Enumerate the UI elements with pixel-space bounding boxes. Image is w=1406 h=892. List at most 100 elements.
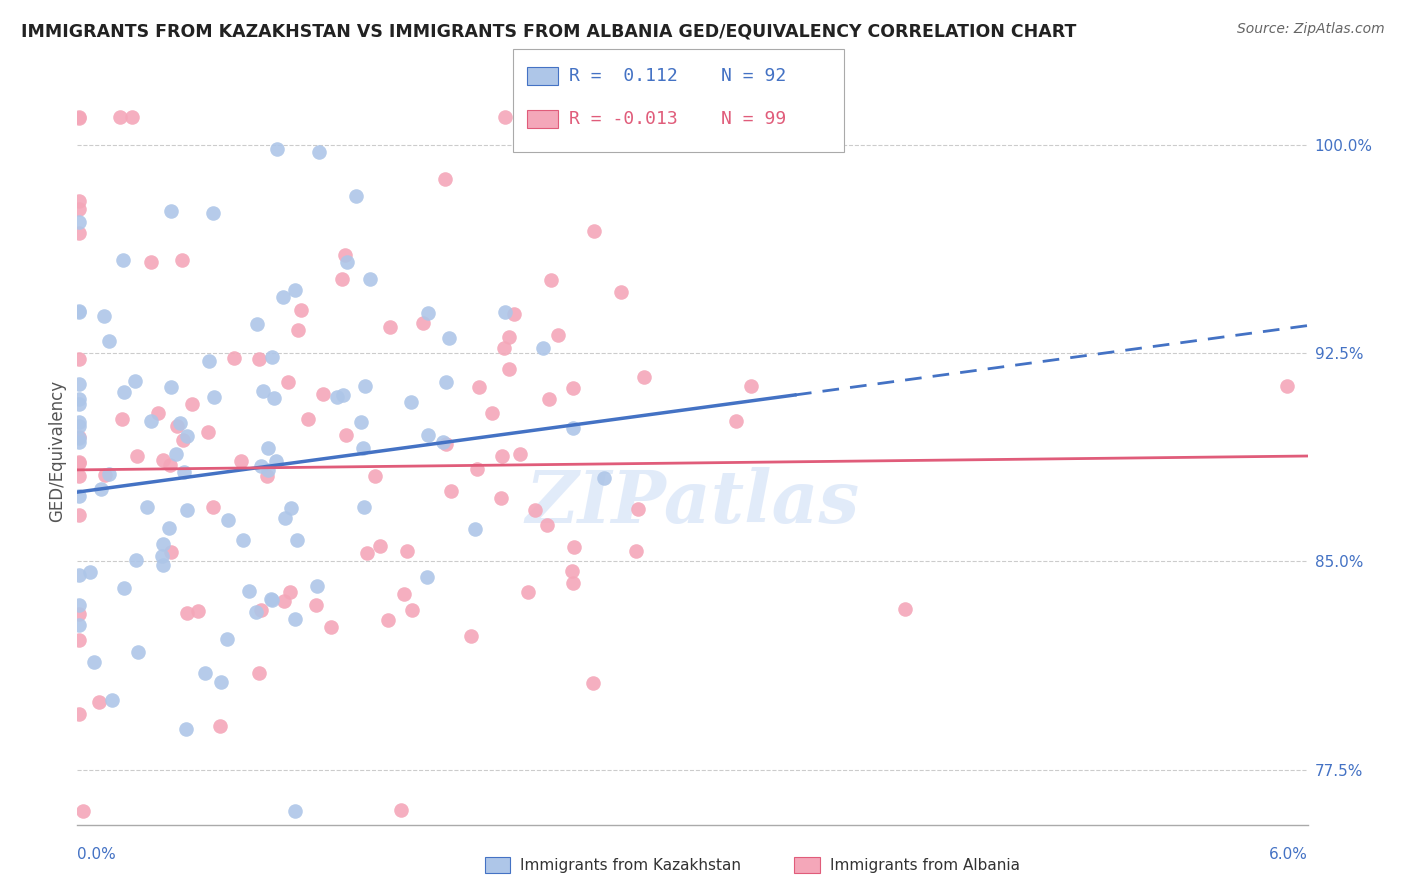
Point [280, 501, 302, 516]
Point [67, 202, 90, 216]
Point [370, 539, 392, 553]
Point [465, 461, 488, 475]
Point [593, 471, 616, 485]
Point [278, 585, 301, 599]
Point [67, 607, 90, 621]
Point [332, 387, 354, 401]
Point [250, 603, 273, 617]
Point [165, 447, 187, 461]
Point [325, 390, 347, 404]
Point [97, 334, 120, 348]
Point [204, 390, 226, 404]
Text: N = 99: N = 99 [721, 110, 786, 128]
Point [352, 441, 374, 455]
Point [260, 350, 283, 364]
Point [176, 428, 198, 442]
Point [494, 304, 516, 318]
Point [201, 206, 224, 220]
Point [67, 215, 90, 229]
Point [531, 341, 554, 355]
Point [492, 341, 515, 355]
Point [67, 567, 90, 582]
Point [160, 380, 183, 394]
Text: ZIPatlas: ZIPatlas [526, 467, 859, 539]
Point [121, 111, 143, 125]
Point [197, 425, 219, 439]
Point [434, 375, 457, 389]
Point [202, 500, 225, 515]
Point [401, 602, 423, 616]
Point [344, 188, 367, 202]
Point [67, 111, 90, 125]
Point [245, 606, 267, 620]
Point [516, 584, 538, 599]
Point [271, 290, 294, 304]
Point [127, 645, 149, 659]
Point [252, 384, 274, 399]
Point [893, 601, 915, 615]
Point [562, 421, 585, 435]
Text: N = 92: N = 92 [721, 67, 786, 85]
Point [360, 272, 382, 286]
Point [181, 397, 204, 411]
Point [170, 252, 193, 267]
Point [266, 142, 288, 156]
Point [561, 564, 583, 578]
Text: Immigrants from Kazakhstan: Immigrants from Kazakhstan [520, 858, 741, 872]
Text: Source: ZipAtlas.com: Source: ZipAtlas.com [1237, 22, 1385, 37]
Point [624, 544, 647, 558]
Point [260, 591, 283, 606]
Point [224, 351, 246, 365]
Point [332, 272, 354, 286]
Point [399, 395, 422, 409]
Point [583, 224, 606, 238]
Point [440, 483, 463, 498]
Point [67, 489, 90, 503]
Text: IMMIGRANTS FROM KAZAKHSTAN VS IMMIGRANTS FROM ALBANIA GED/EQUIVALENCY CORRELATIO: IMMIGRANTS FROM KAZAKHSTAN VS IMMIGRANTS… [21, 22, 1077, 40]
Point [263, 392, 285, 406]
Point [67, 392, 90, 406]
Point [481, 406, 503, 420]
Point [198, 353, 221, 368]
Point [284, 804, 307, 818]
Point [464, 522, 486, 536]
Point [217, 513, 239, 527]
Point [72, 804, 94, 818]
Point [547, 328, 569, 343]
Point [112, 384, 135, 399]
Point [377, 613, 399, 627]
Text: R =  0.112: R = 0.112 [569, 67, 678, 85]
Text: 6.0%: 6.0% [1268, 847, 1308, 863]
Point [257, 463, 280, 477]
Point [321, 620, 343, 634]
Text: R = -0.013: R = -0.013 [569, 110, 678, 128]
Point [256, 468, 278, 483]
Point [308, 145, 330, 159]
Point [333, 248, 356, 262]
Point [238, 584, 260, 599]
Point [274, 510, 297, 524]
Point [174, 723, 197, 737]
Point [633, 370, 655, 384]
Point [67, 351, 90, 366]
Point [536, 518, 558, 533]
Point [264, 454, 287, 468]
Point [432, 435, 454, 450]
Point [87, 695, 110, 709]
Point [232, 533, 254, 548]
Point [394, 587, 416, 601]
Point [67, 194, 90, 208]
Point [537, 392, 560, 406]
Point [187, 604, 209, 618]
Point [83, 655, 105, 669]
Point [124, 374, 146, 388]
Point [468, 380, 491, 394]
Point [152, 536, 174, 550]
Point [412, 316, 434, 330]
Point [434, 171, 457, 186]
Point [67, 418, 90, 433]
Point [396, 544, 419, 558]
Point [111, 252, 134, 267]
Point [284, 283, 307, 297]
Point [312, 387, 335, 401]
